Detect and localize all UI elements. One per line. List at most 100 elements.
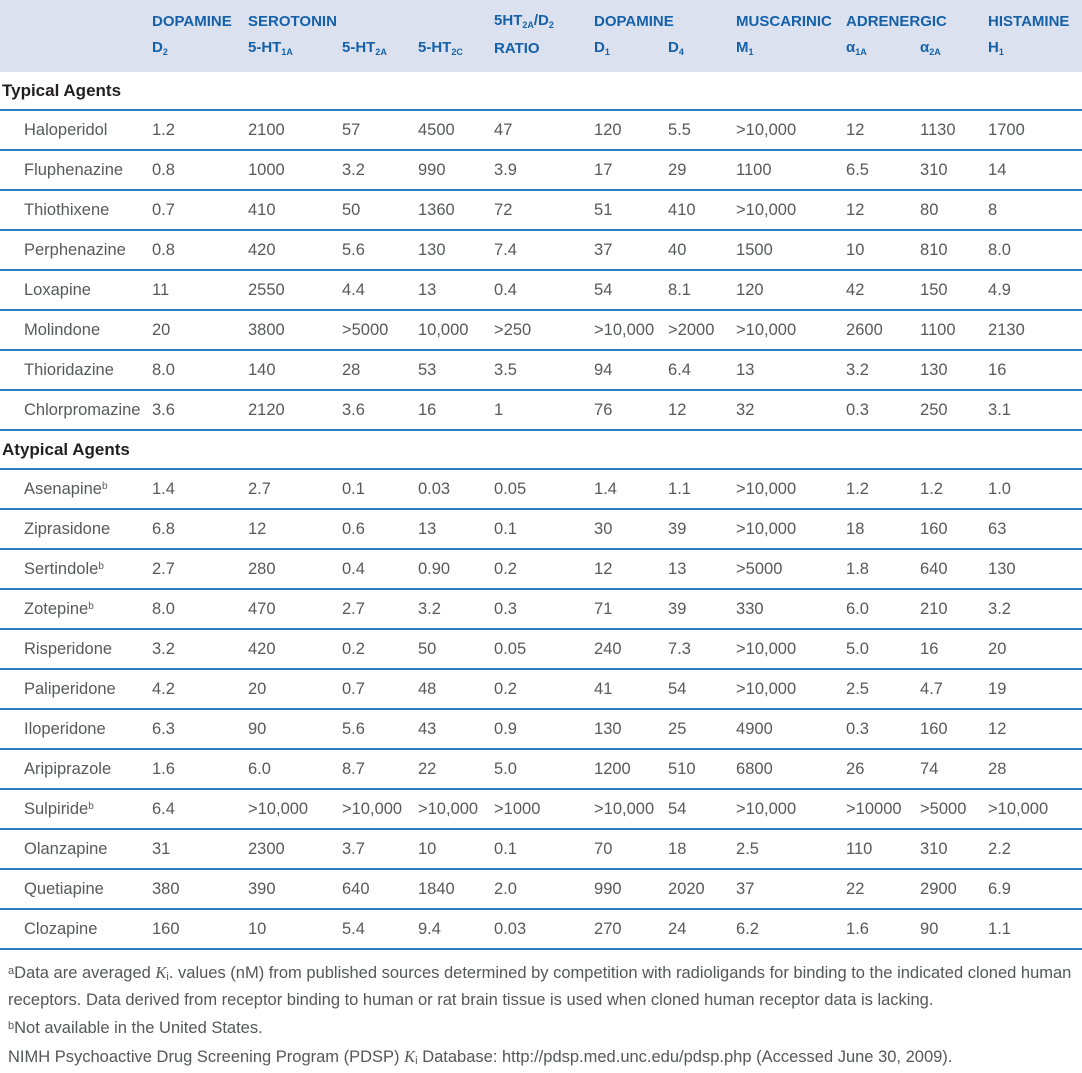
value-cell: 330: [736, 588, 847, 630]
value-cell: 0.3: [846, 708, 921, 750]
value-cell: 13: [418, 508, 495, 550]
value-cell: >10,000: [736, 189, 847, 231]
value-cell: 20: [988, 628, 1082, 670]
value-cell: 1.4: [152, 468, 248, 510]
table-row: Ziprasidone 6.8 12 0.6 13 0.1 30 39 >10,000 18 160…: [0, 508, 1082, 550]
value-cell: 1500: [736, 229, 847, 271]
value-cell: >2000: [668, 309, 737, 351]
value-cell: 80: [920, 189, 989, 231]
value-cell: 5.5: [668, 109, 737, 151]
value-cell: 120: [736, 269, 847, 311]
column-subheader: 5-HT1A: [248, 35, 342, 72]
value-cell: >10,000: [342, 788, 418, 830]
value-cell: 5.6: [342, 229, 418, 271]
table-row: Iloperidone 6.3 90 5.6 43 0.9 130 25 4900 0.3 160 1…: [0, 708, 1082, 750]
value-cell: 16: [920, 628, 989, 670]
drug-name-cell: Paliperidone: [0, 668, 152, 710]
value-cell: 70: [594, 828, 669, 870]
column-group-header: MUSCARINIC: [736, 0, 847, 35]
drug-name-cell: Quetiapine: [0, 868, 152, 910]
value-cell: 0.4: [494, 269, 595, 311]
value-cell: 1.0: [988, 468, 1082, 510]
value-cell: 0.3: [846, 389, 921, 431]
value-cell: 160: [920, 508, 989, 550]
footnote: NIMH Psychoactive Drug Screening Program…: [8, 1047, 953, 1067]
column-subheader: [0, 35, 152, 72]
value-cell: 12: [846, 109, 921, 151]
value-cell: 0.3: [494, 588, 595, 630]
table-row: Molindone 20 3800 >5000 10,000 >250 >10,000 >20…: [0, 309, 1082, 351]
drug-name-cell: Thiothixene: [0, 189, 152, 231]
value-cell: >5000: [920, 788, 989, 830]
value-cell: >10,000: [736, 309, 847, 351]
value-cell: 7.3: [668, 628, 737, 670]
drug-name-cell: Risperidone: [0, 628, 152, 670]
value-cell: 640: [342, 868, 418, 910]
drug-name-cell: Ziprasidone: [0, 508, 152, 550]
value-cell: 22: [846, 868, 921, 910]
value-cell: 2.7: [248, 468, 342, 510]
value-cell: 6.0: [248, 748, 342, 790]
value-cell: 54: [594, 269, 669, 311]
value-cell: 0.2: [494, 548, 595, 590]
value-cell: 2550: [248, 269, 342, 311]
column-group-header: [0, 0, 152, 35]
value-cell: 2130: [988, 309, 1082, 351]
value-cell: 20: [248, 668, 342, 710]
value-cell: 12: [668, 389, 737, 431]
value-cell: 510: [668, 748, 737, 790]
value-cell: >10000: [846, 788, 921, 830]
table-row: Sulpirideb 6.4 >10,000 >10,000 >10,000 >1000 >…: [0, 788, 1082, 830]
value-cell: 810: [920, 229, 989, 271]
column-subheader: α1A: [846, 35, 921, 72]
column-subheader: D1: [594, 35, 669, 72]
value-cell: 74: [920, 748, 989, 790]
value-cell: 0.2: [342, 628, 418, 670]
value-cell: 2.5: [736, 828, 847, 870]
value-cell: 28: [342, 349, 418, 391]
value-cell: 0.7: [342, 668, 418, 710]
value-cell: >10,000: [594, 309, 669, 351]
value-cell: 4900: [736, 708, 847, 750]
value-cell: 310: [920, 149, 989, 191]
value-cell: 1200: [594, 748, 669, 790]
table-row: Aripiprazole 1.6 6.0 8.7 22 5.0 1200 510 6800 26 7…: [0, 748, 1082, 790]
footnote: aData are averaged Ki. values (nM) from …: [8, 963, 1072, 1009]
value-cell: 1.2: [152, 109, 248, 151]
column-subheader: M1: [736, 35, 847, 72]
value-cell: 2100: [248, 109, 342, 151]
value-cell: 20: [152, 309, 248, 351]
value-cell: >10,000: [736, 668, 847, 710]
value-cell: 990: [418, 149, 495, 191]
table-row: Perphenazine 0.8 420 5.6 130 7.4 37 40 1500 10 810…: [0, 229, 1082, 271]
value-cell: 1.4: [594, 468, 669, 510]
value-cell: 41: [594, 668, 669, 710]
value-cell: >10,000: [988, 788, 1082, 830]
value-cell: 12: [248, 508, 342, 550]
value-cell: 0.8: [152, 229, 248, 271]
section-title: Typical Agents: [0, 72, 1082, 110]
value-cell: 0.1: [494, 508, 595, 550]
value-cell: 1.1: [988, 908, 1082, 950]
table-row: Olanzapine 31 2300 3.7 10 0.1 70 18 2.5 110 310 2.2: [0, 828, 1082, 870]
value-cell: 6.2: [736, 908, 847, 950]
drug-name-cell: Chlorpromazine: [0, 389, 152, 431]
column-subheader: 5-HT2C: [418, 35, 495, 72]
value-cell: 6.4: [668, 349, 737, 391]
value-cell: 1.2: [920, 468, 989, 510]
footnote: bNot available in the United States.: [8, 1019, 263, 1037]
value-cell: 410: [668, 189, 737, 231]
column-group-header: DOPAMINE: [152, 0, 248, 35]
column-group-header: DOPAMINE: [594, 0, 737, 35]
value-cell: 0.4: [342, 548, 418, 590]
value-cell: 420: [248, 229, 342, 271]
value-cell: 71: [594, 588, 669, 630]
value-cell: 3.2: [418, 588, 495, 630]
table-row: Fluphenazine 0.8 1000 3.2 990 3.9 17 29 1100 6.5 3…: [0, 149, 1082, 191]
value-cell: 32: [736, 389, 847, 431]
value-cell: 3.6: [342, 389, 418, 431]
value-cell: 0.2: [494, 668, 595, 710]
section-header-row: Atypical Agents: [0, 430, 1082, 469]
value-cell: 1.8: [846, 548, 921, 590]
value-cell: 18: [846, 508, 921, 550]
